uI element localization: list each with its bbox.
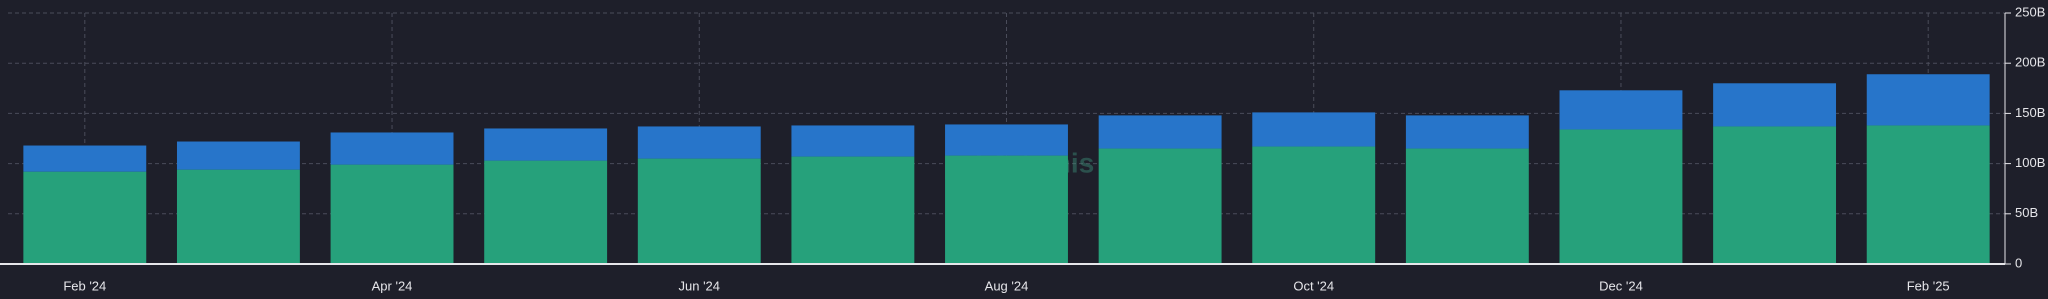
bar-segment bbox=[330, 132, 454, 165]
x-tick-label: Apr '24 bbox=[372, 278, 413, 293]
bar-segment bbox=[1559, 90, 1683, 130]
bar-segment bbox=[1098, 148, 1222, 264]
bar-segment bbox=[1252, 112, 1376, 147]
y-tick-label: 100B bbox=[2015, 155, 2045, 170]
bar-segment bbox=[945, 124, 1068, 156]
bar-segment bbox=[637, 158, 761, 264]
y-tick-label: 200B bbox=[2015, 55, 2045, 70]
y-tick-label: 250B bbox=[2015, 4, 2045, 19]
x-tick-label: Aug '24 bbox=[985, 278, 1029, 293]
bar-segment bbox=[637, 126, 761, 159]
bar-segment bbox=[945, 155, 1068, 264]
bar-segment bbox=[484, 160, 608, 264]
bar-segment bbox=[1866, 125, 1990, 264]
bar-segment bbox=[791, 125, 915, 157]
y-tick-label: 50B bbox=[2015, 205, 2038, 220]
x-tick-label: Dec '24 bbox=[1599, 278, 1643, 293]
x-tick-label: Feb '25 bbox=[1907, 278, 1950, 293]
bar-segment bbox=[484, 128, 608, 161]
bar-segment bbox=[1098, 115, 1222, 149]
bar-segment bbox=[1252, 146, 1376, 264]
bar-segment bbox=[23, 171, 147, 264]
bar-segment bbox=[1559, 129, 1683, 264]
x-tick-label: Jun '24 bbox=[679, 278, 721, 293]
y-tick-label: 150B bbox=[2015, 105, 2045, 120]
bar-segment bbox=[1405, 115, 1529, 149]
bar-segment bbox=[791, 156, 915, 264]
y-tick-label: 0 bbox=[2015, 255, 2022, 270]
bar-segment bbox=[176, 141, 300, 170]
x-tick-label: Oct '24 bbox=[1293, 278, 1334, 293]
bar-segment bbox=[1713, 83, 1837, 127]
bar-segment bbox=[1713, 126, 1837, 265]
bar-segment bbox=[1866, 74, 1990, 126]
x-tick-label: Feb '24 bbox=[63, 278, 106, 293]
bar-segment bbox=[330, 164, 454, 264]
bar-segment bbox=[1405, 148, 1529, 264]
bar-segment bbox=[176, 169, 300, 264]
bar-segment bbox=[23, 145, 147, 172]
